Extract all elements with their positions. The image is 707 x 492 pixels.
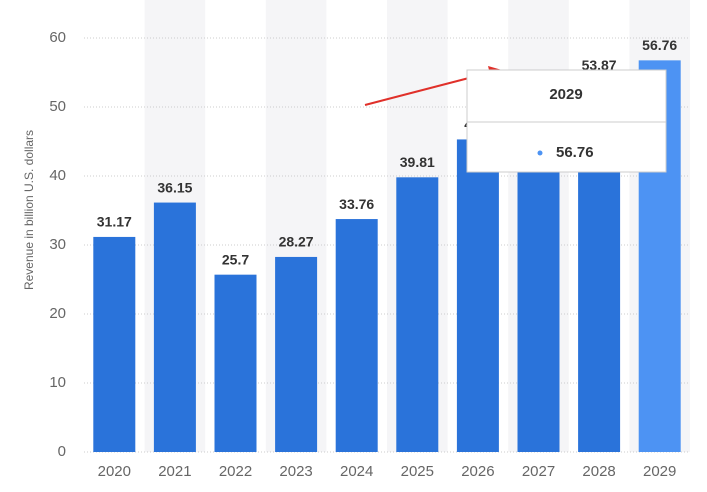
tooltip-box xyxy=(466,69,667,173)
tooltip-bullet xyxy=(537,150,543,156)
value-label: 31.17 xyxy=(97,214,132,230)
bar xyxy=(214,274,257,452)
value-label: 53.87 xyxy=(582,57,617,73)
y-tick-label: 40 xyxy=(49,167,66,184)
x-tick-label: 2020 xyxy=(98,463,131,480)
x-tick-label: 2023 xyxy=(279,463,312,480)
x-tick-label: 2024 xyxy=(340,463,373,480)
value-label: 36.15 xyxy=(157,179,192,195)
bar xyxy=(93,236,136,452)
y-tick-label: 60 xyxy=(49,29,66,46)
y-tick-label: 50 xyxy=(49,98,66,115)
bar xyxy=(456,139,499,452)
value-label: 33.76 xyxy=(339,196,374,212)
y-tick-label: 10 xyxy=(49,374,66,391)
x-tick-label: 2028 xyxy=(582,463,615,480)
tooltip-value: 56.76 xyxy=(556,144,594,161)
value-label: 39.81 xyxy=(400,154,435,170)
x-tick-label: 2022 xyxy=(219,463,252,480)
x-tick-label: 2026 xyxy=(461,463,494,480)
tooltip-title: 2029 xyxy=(549,86,582,103)
bar xyxy=(153,202,196,452)
value-label: 25.7 xyxy=(222,251,249,267)
value-label: 56.76 xyxy=(642,37,677,53)
value-label: 28.27 xyxy=(279,234,314,250)
y-tick-label: 30 xyxy=(49,236,66,253)
x-tick-label: 2021 xyxy=(158,463,191,480)
y-tick-label: 0 xyxy=(58,443,66,460)
tooltip: 2029 56.76 xyxy=(466,69,667,173)
bar xyxy=(335,219,378,452)
x-tick-label: 2027 xyxy=(522,463,555,480)
bar xyxy=(275,256,318,452)
bar xyxy=(396,177,439,452)
y-axis-label: Revenue in billion U.S. dollars xyxy=(22,130,36,290)
x-tick-label: 2029 xyxy=(643,463,676,480)
y-tick-label: 20 xyxy=(49,305,66,322)
x-tick-label: 2025 xyxy=(401,463,434,480)
